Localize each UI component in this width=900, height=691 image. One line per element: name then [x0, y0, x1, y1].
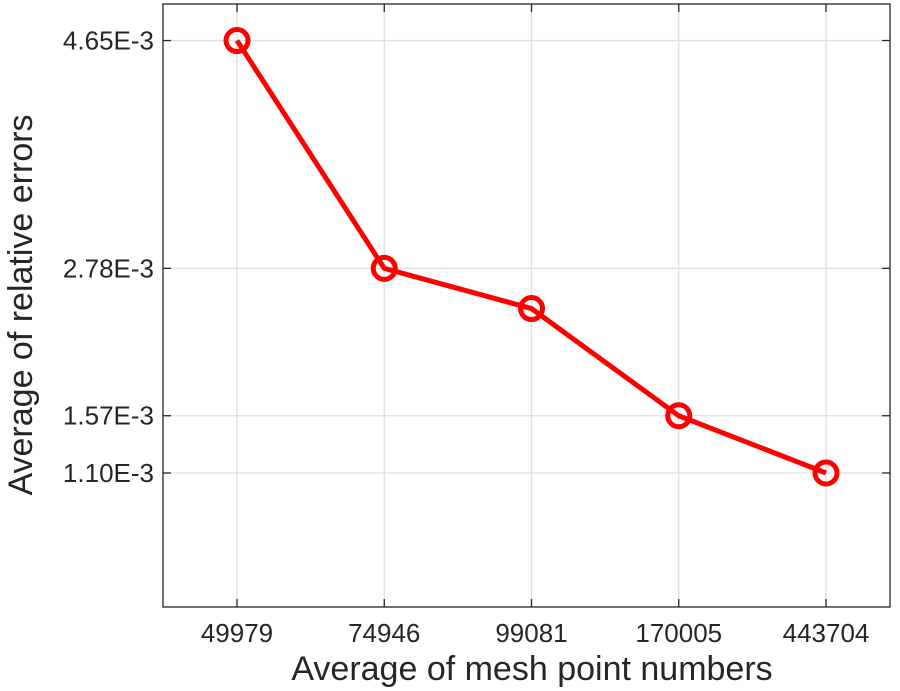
plot-frame [162, 3, 891, 608]
x-tick-labels: 49979 74946 99081 170005 443704 [201, 618, 870, 648]
y-tick-label: 1.10E-3 [63, 458, 154, 488]
x-tick-label: 170005 [635, 618, 722, 648]
series-group [223, 27, 840, 487]
data-point-marker [665, 402, 693, 430]
data-point-marker [812, 459, 840, 487]
grid-lines [163, 4, 890, 607]
x-tick-label: 74946 [348, 618, 420, 648]
axis-ticks [163, 4, 890, 607]
data-point-marker [518, 295, 545, 323]
y-tick-label: 2.78E-3 [63, 253, 154, 283]
data-point-marker [370, 254, 398, 282]
x-tick-label: 99081 [495, 618, 567, 648]
data-point-marker [223, 27, 251, 55]
x-tick-label: 49979 [201, 618, 273, 648]
y-tick-label: 1.57E-3 [63, 401, 154, 431]
x-axis-title: Average of mesh point numbers [291, 650, 772, 688]
y-tick-label: 4.65E-3 [63, 26, 154, 56]
y-axis-title: Average of relative errors [2, 114, 40, 495]
x-tick-label: 443704 [783, 618, 870, 648]
series-line [234, 39, 827, 476]
y-tick-labels: 1.10E-3 1.57E-3 2.78E-3 4.65E-3 [63, 26, 154, 488]
